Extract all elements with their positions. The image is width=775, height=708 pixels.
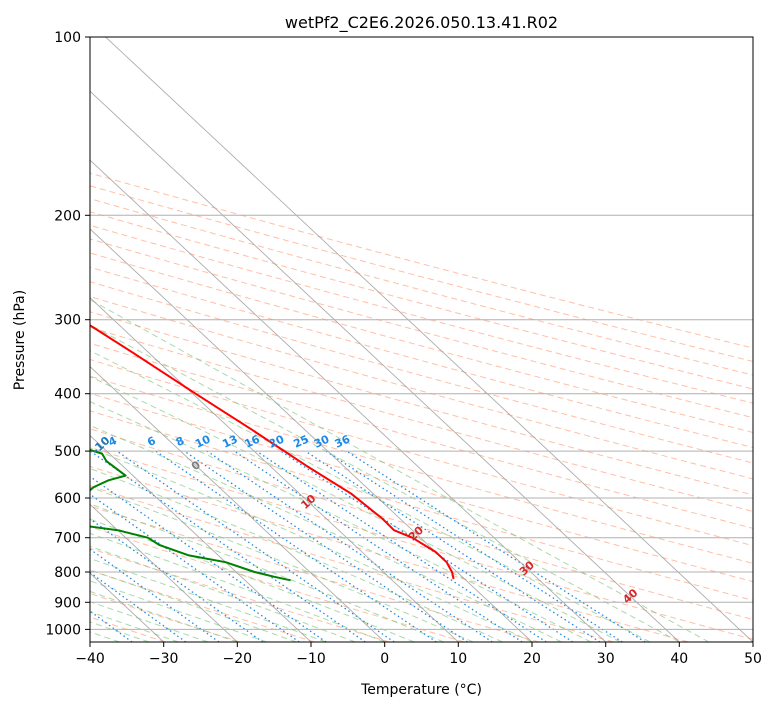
y-axis-label: Pressure (hPa) — [12, 290, 28, 390]
mixing-ratio-label: 10 — [193, 432, 213, 450]
isotherm-line — [90, 228, 533, 642]
dry-adiabat-line — [90, 252, 753, 434]
moist-adiabat-line — [90, 425, 562, 642]
dry-adiabat-line — [90, 198, 753, 376]
moist-adiabat-line — [90, 447, 533, 642]
isotherm-line — [90, 297, 459, 642]
dry-adiabat-line — [90, 185, 753, 362]
dry-adiabat-line — [90, 465, 689, 642]
moist-adiabat-line — [90, 375, 621, 642]
moist-adiabat-line — [90, 532, 385, 642]
moist-adiabat-line — [90, 350, 651, 642]
x-tick-label: 30 — [597, 651, 615, 667]
moist-adiabat-line — [90, 569, 297, 642]
y-tick-label: 900 — [54, 595, 81, 611]
dry-adiabat-line — [90, 547, 390, 642]
chart-title: wetPf2_C2E6.2026.050.13.41.R02 — [285, 13, 558, 33]
x-tick-label: 20 — [523, 651, 541, 667]
dry-adiabat-line — [90, 358, 753, 547]
axis-layer: −40 −30 −20 −10 0 10 20 30 40 50 1000 900 800 700 600 5… — [45, 30, 762, 667]
plot-frame — [89, 36, 754, 643]
grid-layer — [90, 37, 753, 642]
y-tick-label: 400 — [54, 387, 81, 403]
mixing-ratio-line — [305, 450, 601, 642]
data-layer — [90, 324, 455, 582]
dry-adiabat-line — [90, 224, 753, 404]
moist-adiabat-line — [90, 467, 503, 642]
x-tick-label: −20 — [223, 651, 253, 667]
x-axis-label: Temperature (°C) — [360, 682, 482, 698]
y-tick-label: 300 — [54, 313, 81, 329]
mixing-ratio-label: 20 — [267, 432, 287, 450]
moist-adiabat-line — [90, 518, 415, 642]
mixing-ratio-label: 36 — [333, 432, 353, 450]
mixing-ratio-label: 25 — [292, 433, 311, 451]
y-tick-label: 600 — [54, 491, 81, 507]
dry-adiabat-line — [90, 266, 753, 449]
mixing-ratio-line — [90, 450, 366, 642]
x-tick-label: 40 — [670, 651, 688, 667]
x-tick-label: 50 — [744, 651, 762, 667]
mixing-ratio-label: 13 — [220, 433, 239, 451]
y-tick-label: 1000 — [45, 622, 81, 638]
mixing-ratio-line — [206, 450, 493, 642]
x-tick-label: 0 — [380, 651, 389, 667]
y-tick-label: 500 — [54, 444, 81, 460]
mixing-ratio-line — [90, 518, 264, 642]
x-tick-label: −10 — [296, 651, 326, 667]
moist-adiabat-line — [90, 486, 474, 642]
x-tick-label: 10 — [449, 651, 467, 667]
y-tick-label: 700 — [54, 531, 81, 547]
isotherm-line — [90, 365, 386, 642]
dry-adiabat-line — [90, 326, 753, 513]
dry-adiabat-line — [90, 375, 753, 564]
y-tick-label: 800 — [54, 565, 81, 581]
isotherm-line — [90, 159, 607, 642]
mixing-ratio-line — [155, 450, 437, 642]
moist-adiabat-line — [90, 580, 267, 642]
dewpoint-profile-line — [90, 448, 291, 582]
isotherm-line — [90, 90, 680, 642]
moist-adiabat-line — [90, 601, 209, 642]
mixing-ratio-line — [183, 450, 468, 642]
mixing-ratio-label: 30 — [312, 432, 332, 450]
isotherm-line — [90, 434, 312, 642]
mixing-ratio-line — [90, 493, 300, 642]
temperature-profile-line — [90, 324, 455, 580]
x-tick-label: −30 — [149, 651, 179, 667]
isotherm-line — [90, 503, 238, 642]
y-tick-label: 100 — [54, 30, 81, 46]
moist-adiabat-line — [90, 324, 680, 642]
moist-adiabat-line — [90, 401, 592, 642]
dry-adiabat-line — [90, 342, 753, 529]
y-tick-label: 200 — [54, 208, 81, 224]
mixing-ratio-line — [346, 450, 646, 642]
mixing-ratio-line — [325, 450, 623, 642]
mixing-ratio-line — [280, 450, 574, 642]
moist-adiabat-line — [90, 557, 326, 642]
moist-adiabat-line — [90, 590, 238, 642]
mixing-ratio-line — [90, 475, 327, 642]
x-tick-label: −40 — [75, 651, 105, 667]
dry-adiabat-line — [90, 428, 753, 621]
isotherm-line — [105, 37, 753, 642]
mixing-ratio-label: 16 — [243, 432, 263, 450]
dry-adiabat-line — [90, 569, 315, 642]
